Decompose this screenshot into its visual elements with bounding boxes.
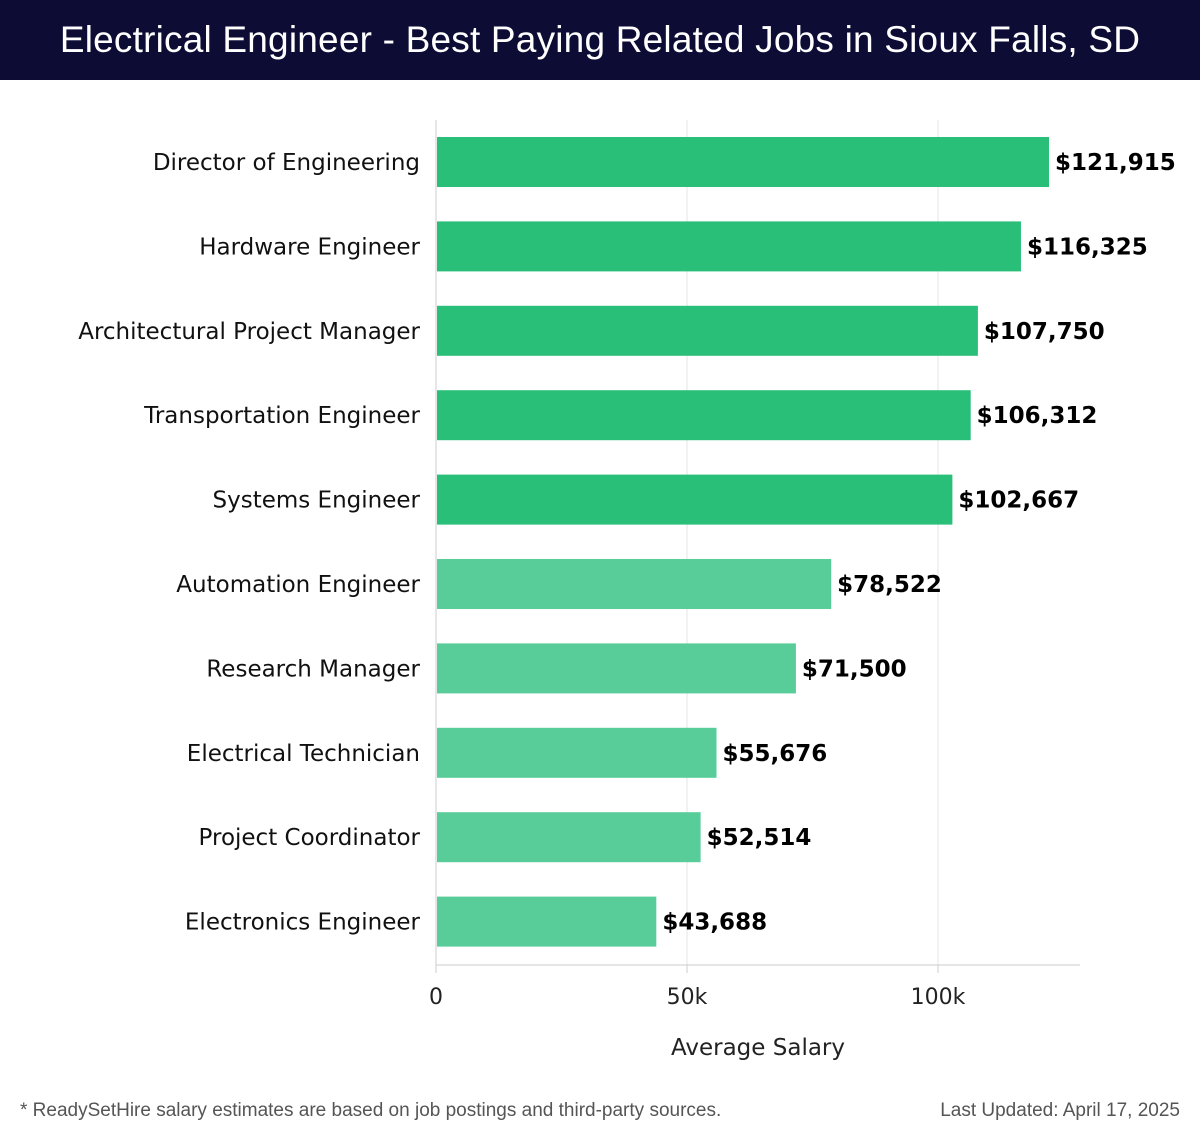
bar bbox=[437, 221, 1021, 272]
bar bbox=[437, 305, 978, 356]
category-label: Transportation Engineer bbox=[143, 403, 420, 429]
category-label: Project Coordinator bbox=[199, 825, 421, 851]
bar bbox=[437, 727, 717, 778]
x-tick-label: 0 bbox=[429, 985, 443, 1010]
x-tick-label: 50k bbox=[667, 985, 708, 1010]
value-label: $106,312 bbox=[977, 403, 1098, 429]
value-label: $71,500 bbox=[802, 656, 907, 682]
value-label: $52,514 bbox=[707, 825, 812, 851]
chart-title: Electrical Engineer - Best Paying Relate… bbox=[59, 19, 1141, 60]
value-label: $55,676 bbox=[722, 741, 827, 767]
value-label: $102,667 bbox=[958, 488, 1079, 514]
category-label: Hardware Engineer bbox=[199, 234, 420, 260]
bar bbox=[437, 474, 953, 525]
category-label: Systems Engineer bbox=[213, 488, 421, 514]
value-label: $78,522 bbox=[837, 572, 942, 598]
value-label: $107,750 bbox=[984, 319, 1105, 345]
value-label: $43,688 bbox=[662, 910, 767, 936]
x-axis-label: Average Salary bbox=[671, 1035, 845, 1061]
source-footnote: * ReadySetHire salary estimates are base… bbox=[20, 1100, 722, 1121]
value-label: $121,915 bbox=[1055, 150, 1176, 176]
bar bbox=[437, 896, 657, 947]
category-label: Electronics Engineer bbox=[185, 910, 421, 936]
bar bbox=[437, 390, 971, 441]
x-tick-label: 100k bbox=[911, 985, 966, 1010]
category-label: Director of Engineering bbox=[153, 150, 420, 176]
bar bbox=[437, 559, 832, 609]
bar-layer bbox=[437, 137, 1050, 947]
bar-chart: 0 50k 100k Director of Engineering $121,915 H… bbox=[78, 120, 1176, 1061]
bar bbox=[437, 137, 1050, 187]
category-label: Automation Engineer bbox=[176, 572, 420, 598]
last-updated: Last Updated: April 17, 2025 bbox=[940, 1100, 1180, 1121]
category-label: Research Manager bbox=[206, 656, 420, 682]
category-label: Architectural Project Manager bbox=[78, 319, 420, 345]
bar bbox=[437, 812, 701, 863]
chart-title-banner: Electrical Engineer - Best Paying Relate… bbox=[0, 0, 1200, 80]
bar bbox=[437, 643, 796, 694]
label-layer: 0 50k 100k Director of Engineering $121,915 H… bbox=[78, 150, 1176, 1010]
value-label: $116,325 bbox=[1027, 234, 1148, 260]
category-label: Electrical Technician bbox=[187, 741, 420, 767]
